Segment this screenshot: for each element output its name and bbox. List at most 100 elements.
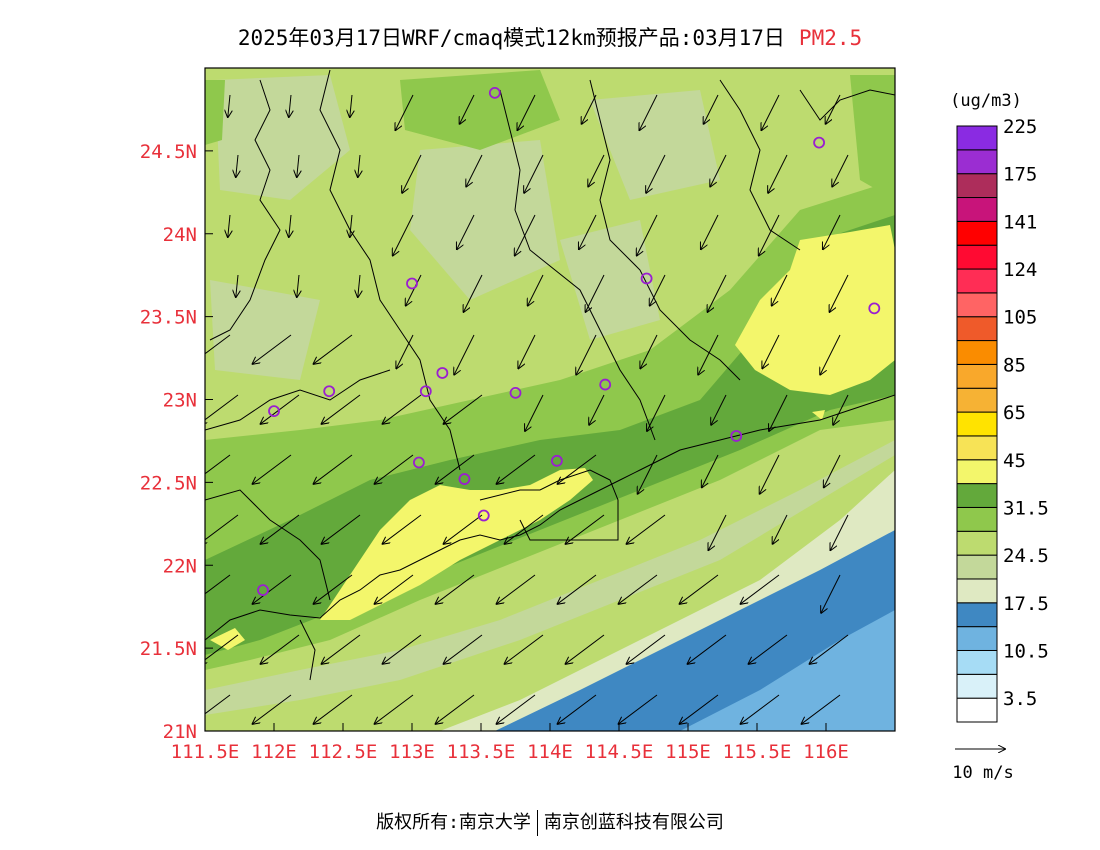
wind-arrow bbox=[466, 154, 483, 187]
concentration-hotspot bbox=[210, 628, 245, 650]
wind-arrow bbox=[680, 574, 719, 604]
wind-arrow bbox=[205, 454, 231, 475]
wind-arrow bbox=[826, 94, 841, 124]
wind-arrow bbox=[627, 634, 666, 664]
wind-arrow bbox=[297, 154, 299, 177]
wind-arrow bbox=[236, 274, 238, 297]
station-marker bbox=[868, 302, 881, 315]
concentration-patch bbox=[410, 140, 560, 300]
lat-tick-label: 22N bbox=[163, 555, 197, 577]
wind-arrow bbox=[314, 574, 353, 604]
wind-arrow bbox=[515, 214, 536, 256]
legend-swatch bbox=[956, 363, 998, 389]
legend-label: 17.5 bbox=[1003, 593, 1049, 615]
station-marker bbox=[257, 584, 269, 597]
wind-arrow bbox=[261, 634, 300, 664]
wind-arrow bbox=[708, 514, 727, 550]
wind-arrow bbox=[704, 94, 719, 124]
wind-arrow bbox=[261, 394, 300, 424]
wind-arrow bbox=[228, 214, 230, 237]
station-marker bbox=[640, 272, 653, 285]
wind-arrow bbox=[322, 514, 361, 544]
wind-arrow bbox=[406, 274, 422, 306]
title-text: 2025年03月17日WRF/cmaq模式12km预报产品:03月17日 bbox=[237, 26, 785, 50]
lat-tick-label: 21.5N bbox=[140, 638, 197, 660]
station-marker bbox=[412, 456, 425, 469]
wind-arrow bbox=[436, 694, 475, 724]
wind-arrow bbox=[582, 94, 597, 124]
legend-swatch bbox=[956, 673, 998, 699]
wind-arrow bbox=[350, 94, 352, 117]
wind-arrow bbox=[640, 334, 658, 368]
wind-arrow bbox=[402, 154, 422, 193]
legend-label: 65 bbox=[1003, 402, 1026, 424]
wind-arrow bbox=[762, 334, 780, 368]
legend-label: 85 bbox=[1003, 354, 1026, 376]
wind-arrow bbox=[436, 454, 475, 484]
wind-arrow bbox=[396, 334, 414, 368]
legend-label: 3.5 bbox=[1003, 688, 1037, 710]
legend-swatch bbox=[956, 649, 998, 675]
wind-arrow bbox=[444, 394, 483, 424]
legend-swatch bbox=[956, 173, 998, 199]
legend-label: 175 bbox=[1003, 164, 1037, 186]
wind-arrow bbox=[749, 634, 788, 664]
legend-label: 45 bbox=[1003, 450, 1026, 472]
wind-arrow bbox=[741, 694, 780, 724]
wind-arrow bbox=[253, 334, 292, 364]
wind-reference-label: 10 m/s bbox=[952, 763, 1013, 783]
legend-swatch bbox=[956, 697, 998, 723]
legend-swatch bbox=[956, 530, 998, 556]
wind-arrow bbox=[517, 94, 536, 130]
legend-label: 124 bbox=[1003, 259, 1037, 281]
station-marker bbox=[406, 277, 418, 290]
wind-arrow bbox=[253, 454, 292, 484]
wind-arrow bbox=[375, 454, 414, 484]
station-marker bbox=[477, 509, 490, 522]
wind-arrow bbox=[505, 514, 544, 544]
wind-arrow bbox=[833, 394, 849, 425]
wind-arrow bbox=[619, 694, 658, 724]
wind-arrow bbox=[395, 94, 414, 130]
wind-arrow bbox=[566, 514, 605, 544]
wind-arrow bbox=[205, 514, 239, 544]
lon-tick-label: 112E bbox=[251, 741, 297, 763]
wind-arrow bbox=[383, 514, 422, 544]
wind-arrow bbox=[832, 154, 849, 187]
wind-arrow bbox=[702, 454, 719, 487]
station-marker bbox=[436, 367, 449, 379]
lon-tick-label: 115.5E bbox=[723, 741, 792, 763]
copyright-left: 版权所有:南京大学 bbox=[376, 812, 531, 833]
wind-arrow bbox=[586, 274, 605, 312]
wind-arrow bbox=[383, 394, 422, 424]
legend-swatch bbox=[956, 387, 998, 413]
wind-arrow bbox=[802, 694, 841, 724]
wind-arrow bbox=[314, 334, 353, 364]
concentration-hotspot bbox=[812, 410, 825, 420]
lon-tick-label: 114.5E bbox=[585, 741, 654, 763]
wind-arrow bbox=[558, 574, 597, 604]
legend-swatch bbox=[956, 197, 998, 222]
station-marker bbox=[509, 386, 522, 399]
station-marker bbox=[599, 378, 612, 391]
legend-swatch bbox=[956, 292, 998, 318]
wind-arrow bbox=[810, 634, 849, 664]
wind-arrow bbox=[253, 694, 292, 724]
lat-tick-label: 23.5N bbox=[140, 307, 197, 329]
wind-arrow bbox=[457, 214, 475, 249]
wind-arrow bbox=[205, 574, 231, 595]
concentration-patch bbox=[850, 75, 895, 200]
wind-arrow bbox=[761, 94, 780, 130]
legend-swatch bbox=[956, 578, 998, 604]
wind-arrow bbox=[454, 334, 475, 375]
wind-arrow bbox=[444, 514, 483, 544]
legend-swatch bbox=[956, 626, 998, 651]
wind-arrow bbox=[588, 154, 605, 187]
lon-tick-label: 112.5E bbox=[309, 741, 378, 763]
wind-arrow bbox=[680, 694, 719, 724]
legend-swatch bbox=[956, 125, 998, 151]
wind-arrow bbox=[205, 634, 239, 664]
wind-arrow bbox=[528, 274, 544, 306]
legend-label: 105 bbox=[1003, 307, 1037, 329]
wind-arrow bbox=[558, 454, 597, 484]
